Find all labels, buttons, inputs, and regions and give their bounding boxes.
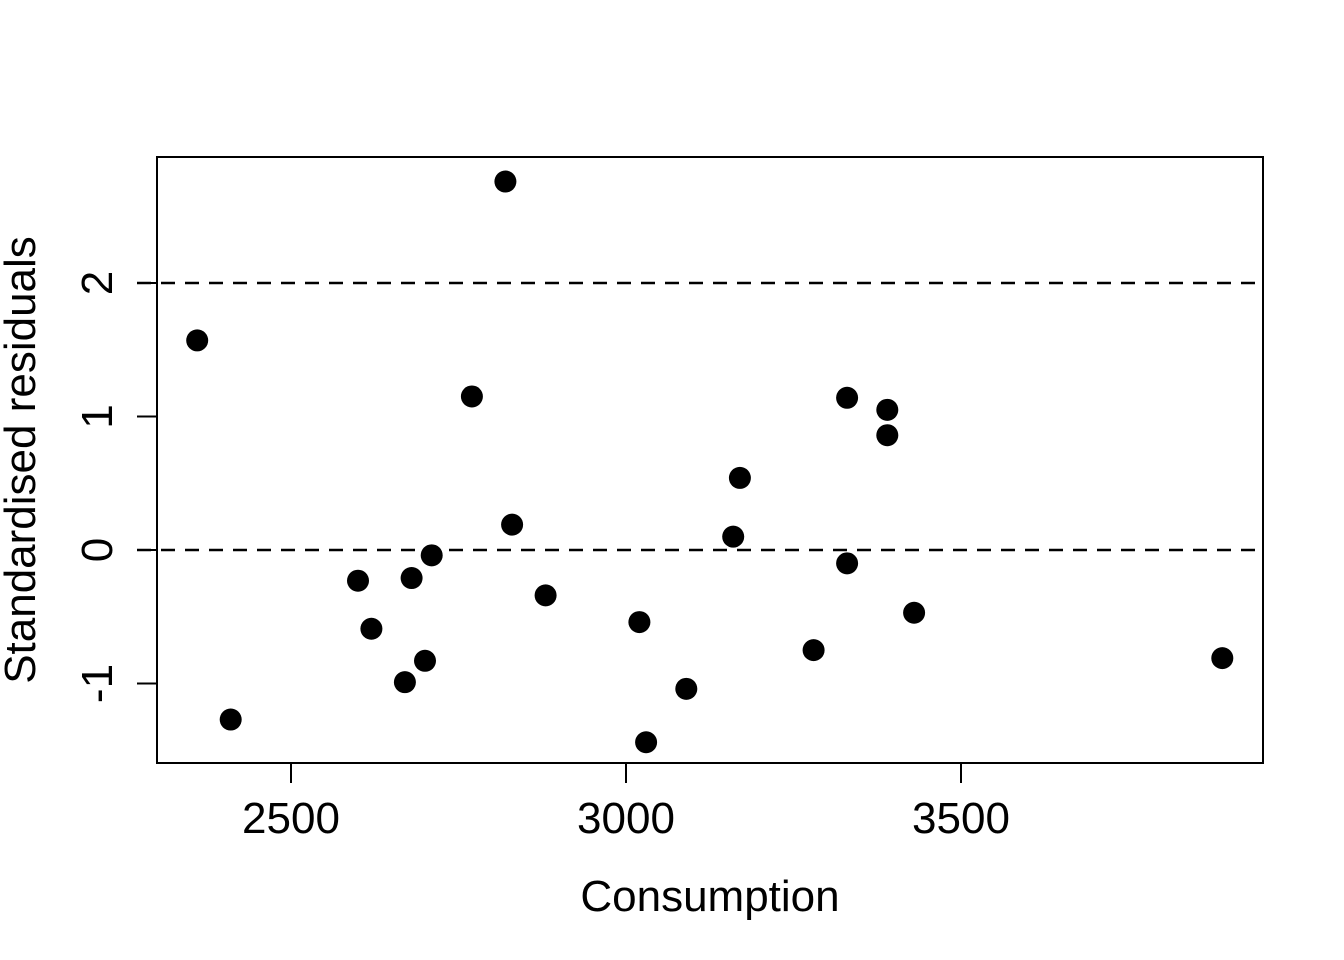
data-point <box>876 424 899 447</box>
x-axis-title: Consumption <box>580 872 839 921</box>
data-points <box>186 170 1234 754</box>
data-point <box>802 639 825 662</box>
data-point <box>360 617 383 640</box>
x-tick-label: 3000 <box>577 794 675 843</box>
data-point <box>501 513 524 536</box>
y-axis-title: Standardised residuals <box>0 236 45 684</box>
data-point <box>186 329 209 352</box>
data-point <box>393 671 416 694</box>
data-point <box>675 677 698 700</box>
y-tick-label: 1 <box>73 404 122 428</box>
data-point <box>836 552 859 575</box>
y-tick-label: -1 <box>73 664 122 703</box>
data-point <box>635 731 658 754</box>
data-point <box>876 398 899 421</box>
data-point <box>400 567 423 590</box>
y-tick-label: 0 <box>73 538 122 562</box>
x-tick-label: 3500 <box>912 794 1010 843</box>
x-tick-label: 2500 <box>242 794 340 843</box>
data-point <box>534 584 557 607</box>
data-point <box>414 649 436 672</box>
reference-lines <box>137 281 1263 552</box>
data-point <box>628 611 651 634</box>
x-axis: 2500 3000 3500 <box>242 763 1010 843</box>
plot-frame <box>156 156 1264 764</box>
data-point <box>420 544 443 567</box>
data-point <box>347 569 369 592</box>
data-point <box>219 708 242 731</box>
data-point <box>494 170 517 193</box>
y-axis: -1 0 1 2 <box>73 271 157 703</box>
data-point <box>722 525 745 548</box>
y-tick-label: 2 <box>73 271 122 295</box>
data-point <box>903 601 926 624</box>
data-point <box>728 466 751 489</box>
data-point <box>460 385 483 408</box>
data-point <box>1211 647 1234 670</box>
data-point <box>836 386 859 409</box>
